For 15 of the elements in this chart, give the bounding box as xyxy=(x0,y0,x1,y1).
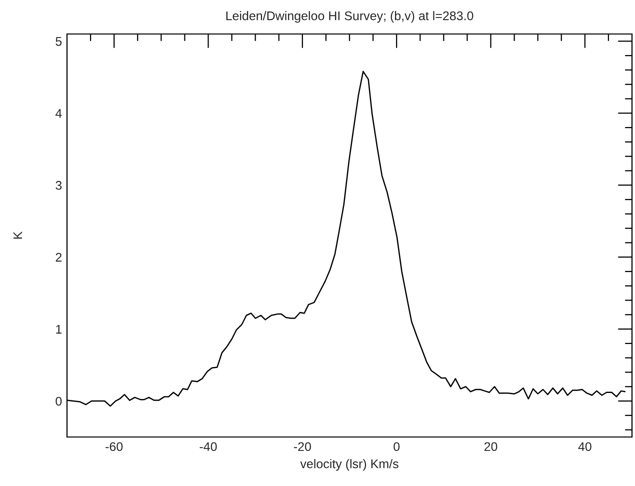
chart-title: Leiden/Dwingeloo HI Survey; (b,v) at l=283.0 xyxy=(226,11,474,23)
y-tick-label: 4 xyxy=(55,109,62,118)
x-axis-title: velocity (lsr) Km/s xyxy=(300,459,398,471)
y-axis-title: K xyxy=(13,231,22,239)
y-tick-label: 2 xyxy=(56,252,62,262)
x-tick-label: -20 xyxy=(294,442,311,452)
x-tick-label: 20 xyxy=(484,442,498,452)
y-tick-label: 3 xyxy=(56,180,62,190)
x-tick-label: 40 xyxy=(578,442,592,452)
x-tick-label: -60 xyxy=(106,442,123,452)
x-tick-label: 0 xyxy=(394,442,400,452)
y-tick-label: 5 xyxy=(56,37,62,46)
y-tick-label: 1 xyxy=(56,324,62,334)
y-tick-label: 0 xyxy=(56,396,62,406)
x-tick-label: -40 xyxy=(200,442,217,452)
